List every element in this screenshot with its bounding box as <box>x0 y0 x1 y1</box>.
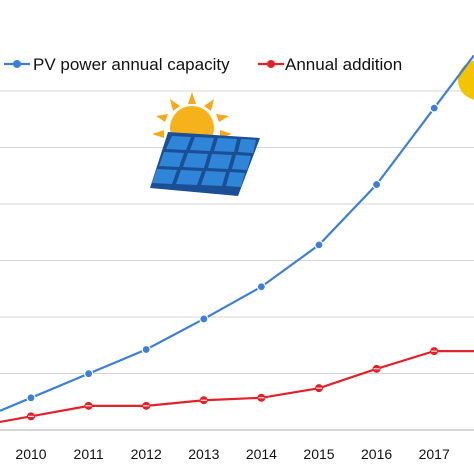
x-tick-labels: 2010 2011 2012 2013 2014 2015 2016 2017 <box>15 446 450 462</box>
data-point-capacity <box>83 369 94 379</box>
legend: PV power annual capacity Annual addition <box>4 55 402 74</box>
x-tick-label: 2017 <box>419 446 450 462</box>
legend-marker-capacity <box>13 60 21 68</box>
data-point-capacity <box>372 179 382 190</box>
legend-entry-addition: Annual addition <box>258 55 402 74</box>
data-point-capacity <box>141 344 151 355</box>
legend-entry-capacity: PV power annual capacity <box>4 55 230 74</box>
data-point-capacity <box>256 282 266 292</box>
data-point-capacity <box>199 314 209 324</box>
data-point-capacity <box>26 393 36 403</box>
x-tick-label: 2015 <box>303 446 334 462</box>
x-tick-label: 2012 <box>131 446 162 462</box>
data-point-capacity <box>314 240 324 250</box>
series-line-addition <box>0 350 474 424</box>
legend-label-capacity: PV power annual capacity <box>33 55 230 74</box>
data-point-capacity <box>429 103 439 113</box>
x-tick-label: 2013 <box>188 446 219 462</box>
legend-label-addition: Annual addition <box>285 55 402 74</box>
x-tick-label: 2010 <box>15 446 46 462</box>
x-axis: 2010 2011 2012 2013 2014 2015 2016 2017 <box>0 429 474 462</box>
x-tick-label: 2016 <box>361 446 392 462</box>
legend-marker-addition <box>267 60 275 68</box>
x-tick-label: 2014 <box>246 446 277 462</box>
gridlines <box>0 90 474 374</box>
series-lines <box>0 54 474 424</box>
x-tick-label: 2011 <box>74 446 104 462</box>
solar-panel-icon <box>150 92 260 196</box>
series-line-capacity <box>0 54 474 412</box>
